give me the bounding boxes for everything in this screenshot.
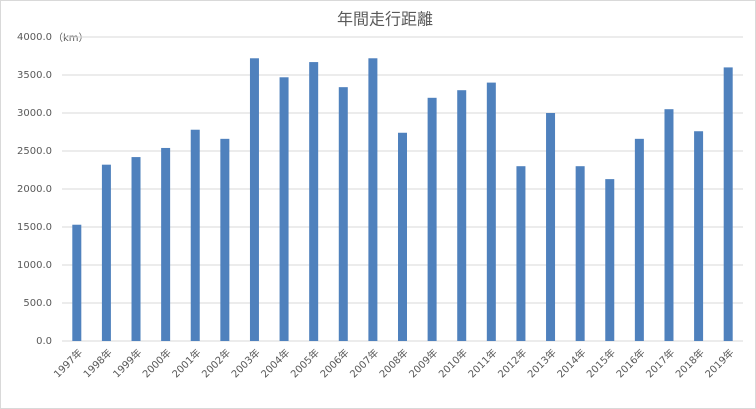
bar	[249, 58, 259, 341]
y-tick-label: 0.0	[36, 336, 52, 347]
bar	[309, 62, 319, 342]
bar	[131, 157, 141, 341]
y-axis-label: （km）	[53, 32, 89, 44]
bar	[190, 129, 200, 341]
y-tick-label: 1000.0	[17, 260, 52, 271]
bar	[486, 82, 496, 341]
y-tick-label: 3500.0	[17, 70, 52, 81]
chart-title: 年間走行距離	[337, 10, 433, 29]
bar	[72, 224, 82, 341]
bar	[368, 58, 378, 341]
bar	[161, 147, 171, 341]
bar	[457, 90, 467, 341]
y-tick-label: 2000.0	[17, 184, 52, 195]
y-tick-label: 2500.0	[17, 146, 52, 157]
bar	[546, 113, 556, 341]
bar	[516, 166, 526, 341]
bar	[605, 179, 615, 341]
y-tick-label: 4000.0	[17, 32, 52, 43]
bar	[723, 67, 733, 342]
bar	[220, 138, 230, 341]
bar	[694, 131, 704, 341]
bar	[664, 109, 674, 341]
bar	[338, 87, 348, 341]
bar	[575, 166, 585, 341]
y-tick-label: 3000.0	[17, 108, 52, 119]
bar	[398, 132, 407, 341]
bar	[101, 164, 111, 341]
bar	[634, 138, 644, 341]
y-tick-label: 500.0	[23, 298, 52, 309]
y-tick-label: 1500.0	[17, 222, 52, 233]
bar	[279, 77, 289, 341]
bar	[427, 97, 437, 341]
